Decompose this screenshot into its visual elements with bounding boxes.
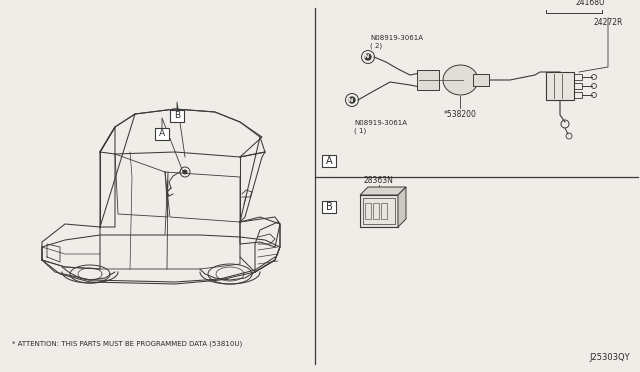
Bar: [574, 74, 582, 80]
Ellipse shape: [443, 65, 478, 95]
Bar: [417, 70, 439, 90]
Bar: [360, 195, 398, 227]
Bar: [322, 201, 336, 213]
Text: A: A: [159, 129, 165, 138]
Bar: [170, 110, 184, 122]
Circle shape: [349, 97, 355, 103]
Text: *538200: *538200: [444, 110, 476, 119]
Text: N08919-3061A
( 1): N08919-3061A ( 1): [354, 120, 407, 134]
Bar: [381, 203, 387, 219]
Circle shape: [365, 54, 371, 60]
Bar: [322, 155, 336, 167]
Text: N: N: [348, 97, 353, 103]
Text: J25303QY: J25303QY: [589, 353, 630, 362]
Bar: [155, 128, 169, 140]
Text: N: N: [364, 55, 369, 60]
Text: 28363N: 28363N: [364, 176, 394, 185]
Text: * ATTENTION: THIS PARTS MUST BE PROGRAMMED DATA (53810U): * ATTENTION: THIS PARTS MUST BE PROGRAMM…: [12, 341, 243, 347]
Bar: [546, 72, 574, 100]
Bar: [574, 92, 582, 98]
Bar: [373, 203, 379, 219]
Text: N08919-3061A
( 2): N08919-3061A ( 2): [370, 35, 423, 49]
Text: B: B: [326, 202, 332, 212]
Bar: [574, 83, 582, 89]
Bar: [473, 74, 489, 86]
Bar: [365, 203, 371, 219]
Text: A: A: [326, 156, 332, 166]
Text: 24272R: 24272R: [593, 18, 623, 27]
Circle shape: [182, 170, 188, 174]
Text: 24168U: 24168U: [575, 0, 605, 7]
Polygon shape: [360, 187, 406, 195]
Text: B: B: [174, 112, 180, 121]
Polygon shape: [398, 187, 406, 227]
Bar: [363, 198, 395, 224]
